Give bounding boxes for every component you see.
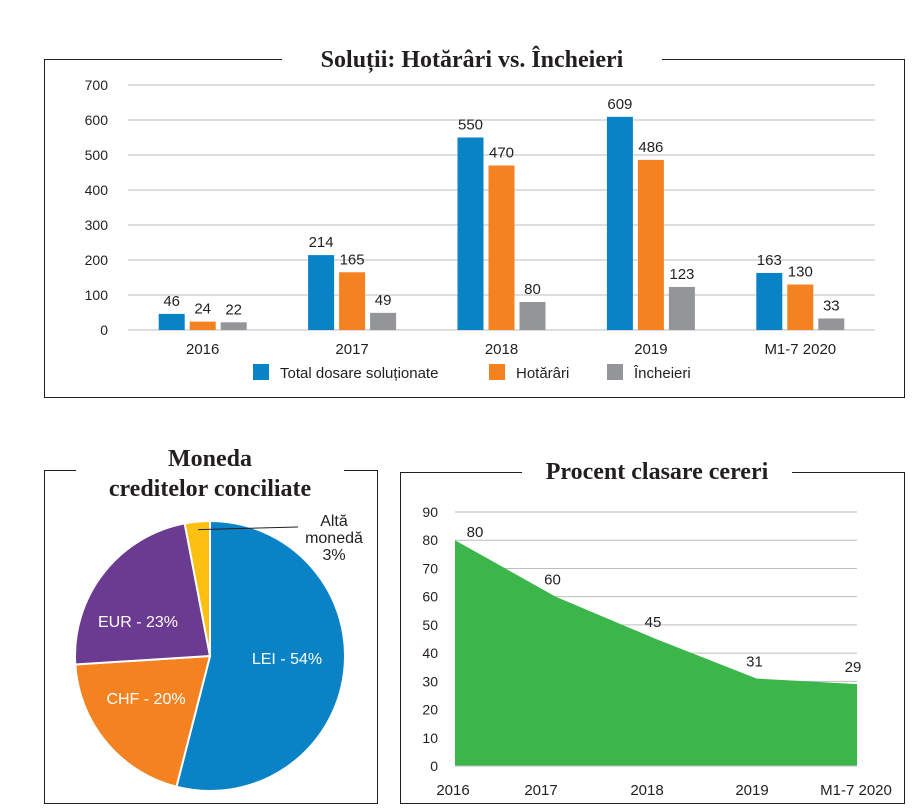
area-y-tick-label: 30: [422, 673, 438, 689]
bar-y-tick-label: 100: [85, 287, 109, 303]
area-data-label: 60: [544, 572, 561, 589]
bar: [519, 302, 546, 330]
bar: [637, 159, 664, 330]
pie-chart-title-line1: Moneda: [168, 446, 252, 472]
bar-data-label: 123: [669, 266, 694, 283]
bar: [787, 284, 814, 330]
legend-swatch: [607, 364, 623, 380]
bar-x-tick-label: 2019: [634, 341, 667, 358]
bar-data-label: 49: [375, 292, 392, 309]
area-fill: [455, 540, 857, 766]
bar: [818, 318, 845, 330]
bar-data-label: 550: [458, 117, 483, 134]
area-y-tick-label: 60: [422, 589, 438, 605]
bar-y-tick-label: 200: [85, 252, 109, 268]
legend-swatch: [489, 364, 505, 380]
legend-label: Total dosare soluționate: [280, 365, 438, 382]
area-chart-title: Procent clasare cereri: [522, 458, 792, 486]
bar-chart-title: Soluții: Hotărâri vs. Încheieri: [282, 46, 662, 74]
area-y-tick-label: 70: [422, 560, 438, 576]
pie-leader-line: [198, 526, 299, 531]
bar: [756, 272, 783, 330]
bar-x-tick-label: 2018: [485, 341, 518, 358]
bar: [308, 255, 335, 330]
bar-y-tick-label: 300: [85, 217, 109, 233]
pie-chart-title: Moneda creditelor conciliate: [76, 444, 344, 504]
bar-y-tick-label: 400: [85, 182, 109, 198]
bar-data-label: 609: [607, 96, 632, 113]
bar-data-label: 33: [823, 297, 840, 314]
bar-y-tick-label: 600: [85, 112, 109, 128]
area-data-label: 29: [845, 659, 862, 676]
bar-data-label: 470: [489, 145, 514, 162]
area-y-tick-label: 10: [422, 730, 438, 746]
pie-slice-label: 3%: [322, 547, 345, 564]
area-data-label: 45: [645, 614, 662, 631]
area-x-tick-label: 2016: [436, 782, 469, 799]
pie-slice-label: EUR - 23%: [98, 614, 178, 631]
bar-y-tick-label: 500: [85, 147, 109, 163]
bar-data-label: 22: [225, 301, 242, 318]
legend-label: Încheieri: [633, 365, 691, 382]
bar: [370, 312, 397, 330]
bar-x-tick-label: M1-7 2020: [764, 341, 836, 358]
pie-slice-label: LEI - 54%: [252, 651, 322, 668]
area-data-label: 31: [746, 654, 763, 671]
area-y-tick-label: 40: [422, 645, 438, 661]
bar-data-label: 24: [194, 301, 211, 318]
pie-slice: [183, 519, 211, 657]
bar: [158, 313, 185, 330]
bar: [339, 272, 366, 330]
bar: [606, 116, 633, 330]
pie-slice-label: Altă: [320, 513, 348, 530]
bar: [488, 165, 515, 330]
bar: [668, 286, 695, 330]
bar: [189, 321, 216, 330]
area-y-tick-label: 20: [422, 702, 438, 718]
bar-data-label: 486: [638, 139, 663, 156]
bar-x-tick-label: 2017: [335, 341, 368, 358]
bar-data-label: 130: [788, 264, 813, 281]
area-x-tick-label: 2017: [524, 782, 557, 799]
legend-label: Hotărâri: [516, 365, 569, 382]
bar-data-label: 163: [757, 252, 782, 269]
pie-slice-label: monedă: [305, 530, 363, 547]
area-x-tick-label: 2018: [630, 782, 663, 799]
area-y-tick-label: 0: [430, 758, 438, 774]
bar: [457, 137, 484, 330]
area-y-tick-label: 80: [422, 532, 438, 548]
area-data-label: 80: [467, 524, 484, 541]
pie-slice: [74, 522, 212, 666]
bar: [220, 322, 247, 330]
area-y-tick-label: 50: [422, 617, 438, 633]
bar-y-tick-label: 700: [85, 77, 109, 93]
bar-data-label: 214: [309, 234, 334, 251]
area-x-tick-label: 2019: [735, 782, 768, 799]
legend-swatch: [253, 364, 269, 380]
pie-chart-title-line2: creditelor conciliate: [108, 476, 312, 502]
bar-x-tick-label: 2016: [186, 341, 219, 358]
pie-slice: [175, 519, 346, 792]
area-x-tick-label: M1-7 2020: [820, 782, 892, 799]
area-y-tick-label: 90: [422, 504, 438, 520]
bar-data-label: 165: [340, 251, 365, 268]
pie-slice-label: CHF - 20%: [106, 691, 185, 708]
bar-y-tick-label: 0: [100, 322, 108, 338]
pie-slice: [74, 654, 212, 788]
bar-data-label: 46: [163, 293, 180, 310]
bar-data-label: 80: [524, 281, 541, 298]
